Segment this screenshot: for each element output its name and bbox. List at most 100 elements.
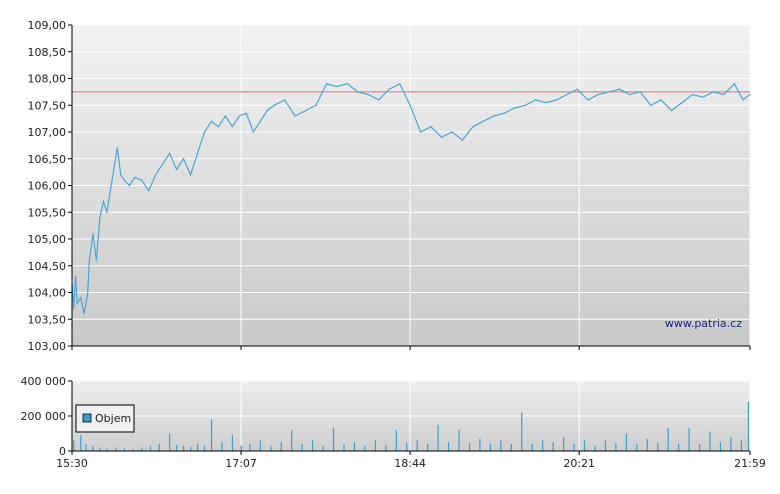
volume-bar xyxy=(583,440,586,451)
volume-bar xyxy=(385,444,387,451)
price-point xyxy=(123,179,125,181)
volume-bar xyxy=(395,430,397,451)
price-point xyxy=(266,110,268,112)
volume-tick-label: 200 000 xyxy=(21,410,67,423)
volume-bar xyxy=(141,447,143,451)
price-point xyxy=(336,85,338,88)
price-point xyxy=(210,120,213,122)
volume-bar xyxy=(406,443,408,451)
price-point xyxy=(120,174,122,176)
price-point xyxy=(733,83,735,85)
volume-bar xyxy=(291,430,293,451)
volume-bar xyxy=(149,445,152,451)
volume-bar xyxy=(203,445,206,451)
volume-bar xyxy=(332,428,335,451)
price-point xyxy=(639,91,641,93)
x-tick-label: 17:07 xyxy=(225,457,257,470)
price-point xyxy=(71,281,73,283)
volume-bar xyxy=(353,442,356,451)
price-tick-label: 108,50 xyxy=(28,46,67,59)
price-point xyxy=(576,88,579,90)
price-point xyxy=(141,179,143,181)
price-tick-label: 107,00 xyxy=(28,126,67,139)
price-point xyxy=(203,131,206,133)
volume-bar xyxy=(437,424,439,451)
price-point xyxy=(238,115,240,117)
price-point xyxy=(175,168,178,171)
price-point xyxy=(196,152,199,154)
volume-bar xyxy=(719,442,722,451)
volume-bar xyxy=(210,419,213,451)
price-point xyxy=(294,115,296,117)
price-point xyxy=(325,83,328,85)
price-point xyxy=(273,104,275,106)
price-point xyxy=(618,88,620,90)
price-point xyxy=(217,126,220,128)
volume-bar xyxy=(259,440,261,451)
price-point xyxy=(629,93,631,96)
volume-bar xyxy=(615,443,617,451)
volume-bar xyxy=(183,445,185,451)
price-tick-label: 108,00 xyxy=(28,73,67,86)
price-point xyxy=(440,136,443,138)
price-tick-label: 105,00 xyxy=(28,233,67,246)
price-point xyxy=(650,104,652,106)
price-point xyxy=(608,91,610,93)
volume-bar xyxy=(270,445,272,451)
price-tick-label: 109,00 xyxy=(28,19,67,32)
volume-bar xyxy=(158,444,160,451)
volume-bar xyxy=(73,440,75,451)
price-points xyxy=(71,83,751,315)
volume-bar xyxy=(458,430,460,451)
volume-bar xyxy=(240,445,242,451)
volume-bar xyxy=(92,445,94,451)
price-point xyxy=(162,163,164,165)
volume-bar xyxy=(231,435,234,451)
price-point xyxy=(742,99,744,101)
price-point xyxy=(346,83,348,85)
price-tick-label: 103,50 xyxy=(28,313,67,326)
price-point xyxy=(155,174,157,176)
price-point xyxy=(189,174,192,176)
volume-bar xyxy=(678,444,680,451)
volume-bar xyxy=(747,402,749,451)
volume-bar xyxy=(510,444,512,451)
price-point xyxy=(482,120,484,122)
price-point xyxy=(597,93,599,96)
price-point xyxy=(113,168,115,171)
price-point xyxy=(587,99,589,101)
price-point xyxy=(367,93,369,96)
price-point xyxy=(87,291,89,294)
volume-bar xyxy=(364,445,366,451)
price-point xyxy=(284,99,286,101)
price-point xyxy=(670,110,673,112)
price-point xyxy=(493,115,495,117)
price-point xyxy=(514,107,516,109)
price-point xyxy=(109,190,111,192)
price-point xyxy=(430,126,432,128)
price-point xyxy=(76,302,78,304)
price-point xyxy=(128,184,131,187)
price-point xyxy=(304,110,307,112)
price-point xyxy=(691,93,694,96)
price-tick-label: 103,00 xyxy=(28,340,67,353)
volume-bar xyxy=(374,440,376,451)
volume-tick-label: 0 xyxy=(59,445,66,458)
price-series-line xyxy=(71,82,751,315)
x-tick-label: 20:21 xyxy=(563,457,595,470)
volume-bar xyxy=(447,442,450,451)
volume-bar xyxy=(132,449,134,451)
x-tick-label: 15:30 xyxy=(56,457,88,470)
price-point xyxy=(388,88,390,90)
price-point xyxy=(259,120,261,122)
price-point xyxy=(419,131,422,133)
price-point xyxy=(116,147,118,149)
volume-bar xyxy=(688,428,690,451)
volume-bar xyxy=(646,438,648,451)
price-point xyxy=(80,297,82,299)
price-point xyxy=(106,211,108,213)
price-point xyxy=(409,104,411,106)
price-point xyxy=(702,96,704,98)
price-point xyxy=(252,131,254,133)
